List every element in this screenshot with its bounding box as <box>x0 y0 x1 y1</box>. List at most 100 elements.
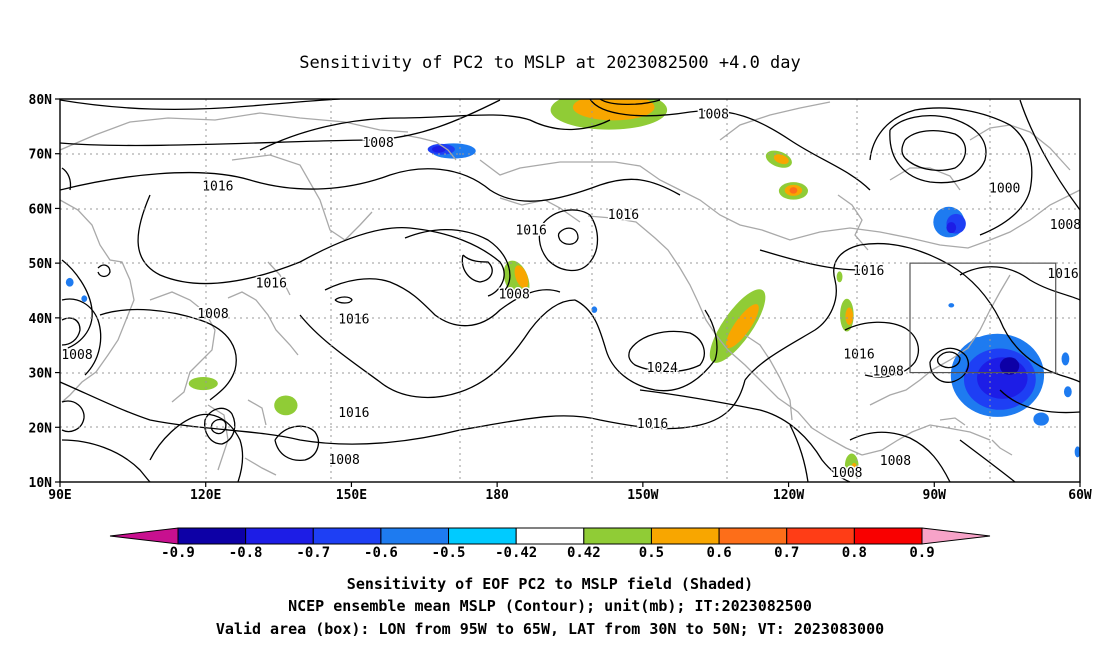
contour-label: 1016 <box>853 264 884 279</box>
contour-label: 1008 <box>872 364 903 379</box>
map-frame <box>59 98 1081 483</box>
sensitivity-shading <box>65 99 1080 478</box>
sensitivity-patch <box>274 395 298 416</box>
caption-line-2: NCEP ensemble mean MSLP (Contour); unit(… <box>288 597 812 615</box>
sensitivity-patch <box>1033 412 1049 426</box>
sensitivity-patch <box>432 146 446 153</box>
colorbar-label: 0.7 <box>774 545 799 561</box>
colorbar-label: 0.9 <box>909 545 934 561</box>
contour-label: 1016 <box>515 223 546 238</box>
colorbar-bin <box>177 527 247 545</box>
valid-area-box <box>909 262 1057 374</box>
colorbar-label: 0.6 <box>706 545 731 561</box>
colorbar-label: -0.5 <box>432 545 466 561</box>
lat-tick-label: 20N <box>29 421 53 436</box>
colorbar: -0.9 -0.8 -0.7 -0.6 -0.5 -0.42 0.42 0.5 0.6 0.7 0.… <box>109 527 991 561</box>
lon-tick-label: 120W <box>773 488 804 503</box>
contour-label: 1008 <box>498 287 529 302</box>
coastlines <box>60 101 1080 476</box>
sensitivity-patch <box>514 265 529 289</box>
lat-tick-label: 40N <box>29 312 53 327</box>
colorbar-label: 0.5 <box>639 545 664 561</box>
contour-label: 1016 <box>202 180 233 195</box>
colorbar-label: -0.42 <box>495 545 537 561</box>
contour-label: 1008 <box>880 454 911 469</box>
sensitivity-patch <box>999 357 1020 375</box>
sensitivity-patch <box>726 304 759 349</box>
figure-title: Sensitivity of PC2 to MSLP at 2023082500… <box>299 53 801 73</box>
lon-tick-label: 120E <box>190 488 221 503</box>
contour-labels: 1008100810161016101610001008101610081016… <box>60 106 1081 482</box>
contour-label: 1008 <box>1050 218 1081 233</box>
colorbar-bin <box>312 527 382 545</box>
colorbar-bin <box>583 527 652 545</box>
colorbar-label: 0.8 <box>842 545 867 561</box>
colorbar-bin <box>515 527 585 545</box>
contour-label: 1016 <box>338 312 369 327</box>
contour-label: 1008 <box>831 466 862 481</box>
contour-label: 1016 <box>608 208 639 223</box>
longitude-axis: 90E 120E 150E 180 150W 120W 90W 60W <box>48 482 1092 503</box>
colorbar-bin <box>245 527 314 545</box>
colorbar-bin <box>380 527 450 545</box>
lat-tick-label: 80N <box>29 93 53 108</box>
contour-label: 1008 <box>362 136 393 151</box>
colorbar-bin <box>650 527 720 545</box>
sensitivity-patch <box>845 307 854 325</box>
contour-label: 1016 <box>338 406 369 421</box>
colorbar-label: -0.7 <box>296 545 330 561</box>
sensitivity-patch <box>948 303 955 308</box>
lon-tick-label: 180 <box>485 488 509 503</box>
sensitivity-patch <box>1074 446 1080 458</box>
sensitivity-patch <box>1061 352 1070 366</box>
gridlines <box>60 99 1080 482</box>
sensitivity-patch <box>946 222 957 234</box>
contour-label: 1008 <box>197 307 228 322</box>
lon-tick-label: 150W <box>627 488 658 503</box>
lat-tick-label: 60N <box>29 202 53 217</box>
sensitivity-patch <box>65 277 74 287</box>
lat-tick-label: 30N <box>29 367 53 382</box>
lat-tick-label: 10N <box>29 476 53 491</box>
colorbar-bin <box>853 527 923 545</box>
contour-label: 1008 <box>698 107 729 122</box>
contour-label: 1016 <box>843 348 874 363</box>
contour-label: 1016 <box>637 417 668 432</box>
map-background <box>60 99 1080 482</box>
lat-tick-label: 50N <box>29 257 53 272</box>
contour-label: 1024 <box>647 361 678 376</box>
sensitivity-patch <box>188 376 218 391</box>
lat-tick-label: 70N <box>29 148 53 163</box>
sensitivity-patch <box>971 337 985 348</box>
sensitivity-patch <box>1063 386 1072 398</box>
colorbar-label: -0.8 <box>229 545 263 561</box>
colorbar-bin <box>718 527 788 545</box>
colorbar-bin <box>786 527 855 545</box>
sensitivity-patch <box>591 306 598 313</box>
contour-label: 1016 <box>256 276 287 291</box>
sensitivity-patch <box>836 271 843 283</box>
contour-label: 1008 <box>61 348 92 363</box>
lon-tick-label: 90E <box>48 488 71 503</box>
colorbar-label: 0.42 <box>567 545 601 561</box>
sensitivity-patch <box>773 154 789 165</box>
contour-label: 1016 <box>1047 267 1078 282</box>
colorbar-high-triangle <box>921 527 991 545</box>
colorbar-label: -0.9 <box>161 545 195 561</box>
lon-tick-label: 60W <box>1068 488 1092 503</box>
caption-line-1: Sensitivity of EOF PC2 to MSLP field (Sh… <box>347 575 753 593</box>
colorbar-bin <box>448 527 517 545</box>
mslp-contours <box>60 99 1080 482</box>
colorbar-label: -0.6 <box>364 545 398 561</box>
sensitivity-patch <box>81 295 88 302</box>
lon-tick-label: 150E <box>336 488 367 503</box>
map-panel: 1008100810161016101610001008101610081016… <box>29 93 1092 503</box>
contour-label: 1008 <box>328 453 359 468</box>
lon-tick-label: 90W <box>923 488 947 503</box>
sensitivity-patch <box>789 187 798 194</box>
contour-label: 1000 <box>989 182 1020 197</box>
colorbar-low-triangle <box>109 527 179 545</box>
sensitivity-patch <box>851 462 858 474</box>
latitude-axis: 80N 70N 60N 50N 40N 30N 20N 10N <box>29 93 60 491</box>
